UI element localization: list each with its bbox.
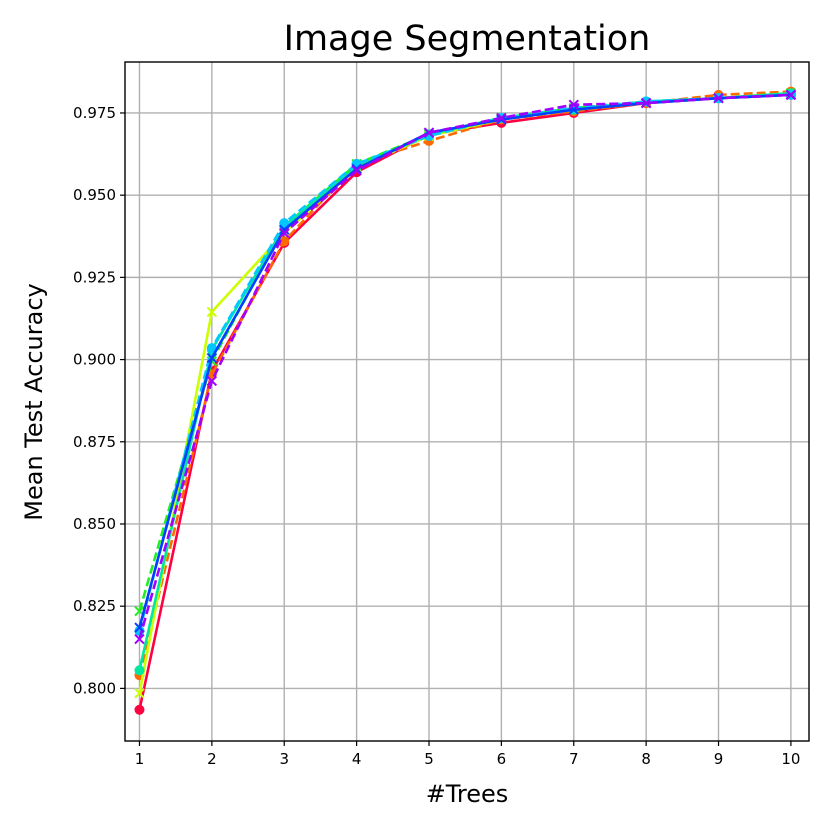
y-tick-label: 0.850	[73, 515, 116, 533]
y-tick-label: 0.800	[73, 679, 116, 697]
grid	[125, 62, 809, 741]
y-axis-label: Mean Test Accuracy	[20, 283, 48, 520]
series-line	[138, 93, 791, 640]
series-line	[138, 90, 791, 676]
x-tick-label: 6	[497, 750, 507, 768]
series-line	[138, 91, 791, 612]
data-point	[641, 96, 652, 107]
series-line	[138, 93, 791, 632]
data-point	[279, 218, 290, 229]
series-layer	[134, 86, 797, 715]
data-point	[206, 343, 217, 354]
x-tick-label: 3	[279, 750, 289, 768]
x-axis-label: #Trees	[426, 780, 509, 808]
y-tick-label: 0.950	[73, 186, 116, 204]
data-point	[134, 704, 145, 715]
data-point	[134, 688, 145, 699]
series-4	[134, 88, 797, 617]
data-point	[785, 89, 797, 101]
series-7	[134, 89, 797, 633]
y-tick-label: 0.875	[73, 433, 116, 451]
x-tick-label: 8	[641, 750, 651, 768]
series-line	[138, 91, 791, 671]
series-2	[134, 86, 796, 681]
data-point	[423, 127, 435, 138]
series-line	[138, 91, 791, 694]
y-tick-label: 0.975	[73, 104, 116, 122]
x-tick-label: 10	[781, 750, 800, 768]
plot-frame	[124, 61, 810, 742]
data-point	[351, 165, 362, 176]
data-point	[568, 99, 579, 110]
y-tick-label: 0.900	[73, 351, 116, 369]
data-point	[496, 112, 507, 124]
x-tick-label: 1	[135, 750, 145, 768]
data-point	[279, 227, 290, 239]
y-tick-label: 0.925	[73, 268, 116, 286]
data-point	[206, 352, 218, 364]
data-point	[279, 224, 290, 235]
data-point	[206, 306, 218, 318]
x-tick-label: 4	[352, 750, 362, 768]
x-tick-label: 5	[424, 750, 434, 768]
data-point	[134, 665, 145, 676]
data-point	[496, 114, 507, 125]
series-8	[134, 89, 797, 645]
x-tick-label: 7	[569, 750, 579, 768]
x-tick-label: 2	[207, 750, 217, 768]
axis-ticks: 1 2 3 4 5 6 7 8 9 10 0.800 0.825 0.850 0.875 0.900 0.92…	[73, 104, 800, 768]
y-tick-label: 0.825	[73, 597, 116, 615]
chart-title: Image Segmentation	[284, 19, 651, 59]
data-point	[279, 236, 290, 247]
series-5	[134, 88, 796, 676]
series-6	[134, 89, 796, 636]
series-1	[134, 89, 796, 715]
series-line	[138, 93, 791, 628]
data-point	[713, 92, 724, 104]
x-tick-label: 9	[714, 750, 724, 768]
series-line	[138, 93, 791, 711]
data-point	[640, 97, 652, 109]
data-point	[206, 375, 218, 387]
data-point	[134, 633, 145, 645]
